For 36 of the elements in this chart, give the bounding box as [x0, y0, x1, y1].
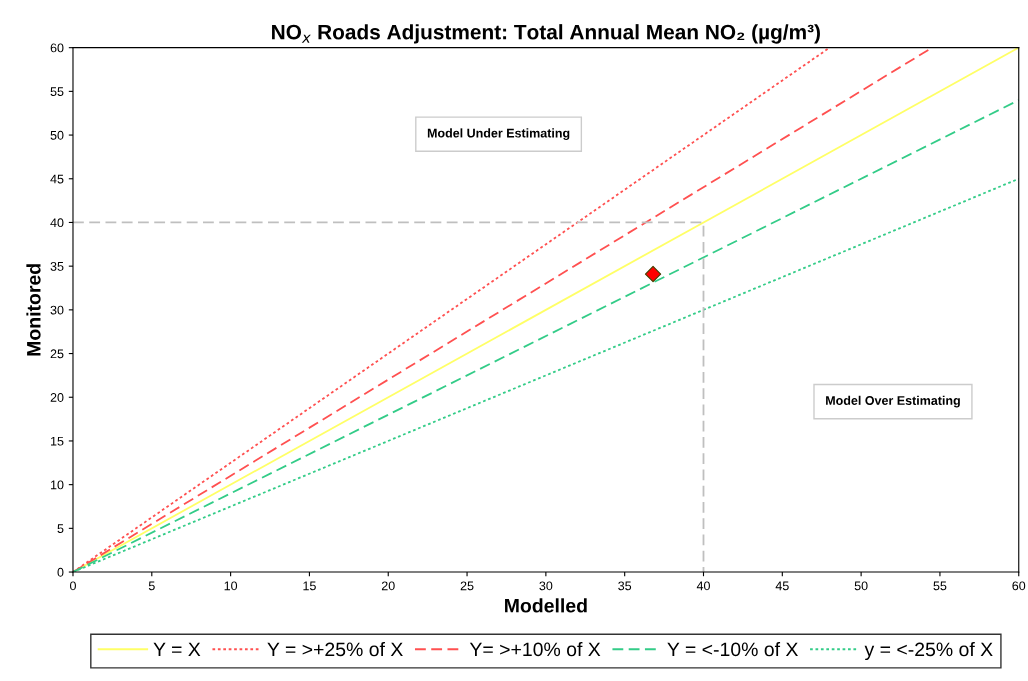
y-tick-label: 55 [50, 87, 64, 97]
x-tick-label: 15 [303, 581, 316, 591]
x-tick-label: 20 [381, 581, 395, 591]
x-tick-label: 40 [696, 581, 710, 591]
x-tick-label: 0 [70, 581, 76, 591]
y-tick-label: 35 [50, 261, 64, 271]
y-tick-label: 45 [50, 174, 64, 184]
x-tick-label: 45 [775, 581, 789, 591]
y-tick-label: 25 [50, 349, 64, 359]
annotation: Model Under Estimating [427, 128, 570, 141]
x-tick-label: 60 [1012, 581, 1026, 591]
y-tick-label: 60 [50, 43, 64, 53]
annotation: Model Over Estimating [826, 395, 960, 408]
legend-label: Y = X [153, 642, 201, 657]
x-tick-label: 55 [933, 581, 947, 591]
x-tick-label: 5 [148, 581, 155, 591]
x-tick-label: 30 [539, 581, 553, 591]
x-tick-label: 10 [224, 581, 238, 591]
legend-label: Y = >+25% of X [267, 642, 403, 657]
x-tick-label: 25 [460, 581, 474, 591]
y-tick-label: 15 [51, 436, 64, 446]
y-tick-label: 40 [50, 218, 64, 228]
y-tick-label: 30 [50, 305, 64, 315]
x-tick-label: 50 [854, 581, 868, 591]
y-tick-label: 5 [57, 524, 64, 533]
legend-label: y = <-25% of X [864, 642, 993, 661]
y-tick-label: 20 [50, 393, 64, 402]
legend-label: Y= >+10% of X [469, 642, 601, 657]
x-axis-title: Modelled [505, 598, 587, 613]
y-axis-title: Monitored [26, 264, 41, 356]
y-tick-label: 10 [51, 480, 64, 490]
chart-title: NO$_{x}$ Roads Adjustment: Total Annual Mean NO₂ (µg/m³) [272, 24, 820, 44]
y-tick-label: 50 [50, 130, 64, 140]
x-tick-label: 35 [618, 581, 632, 591]
y-tick-label: 0 [57, 567, 64, 577]
legend-label: Y = <-10% of X [667, 642, 798, 657]
